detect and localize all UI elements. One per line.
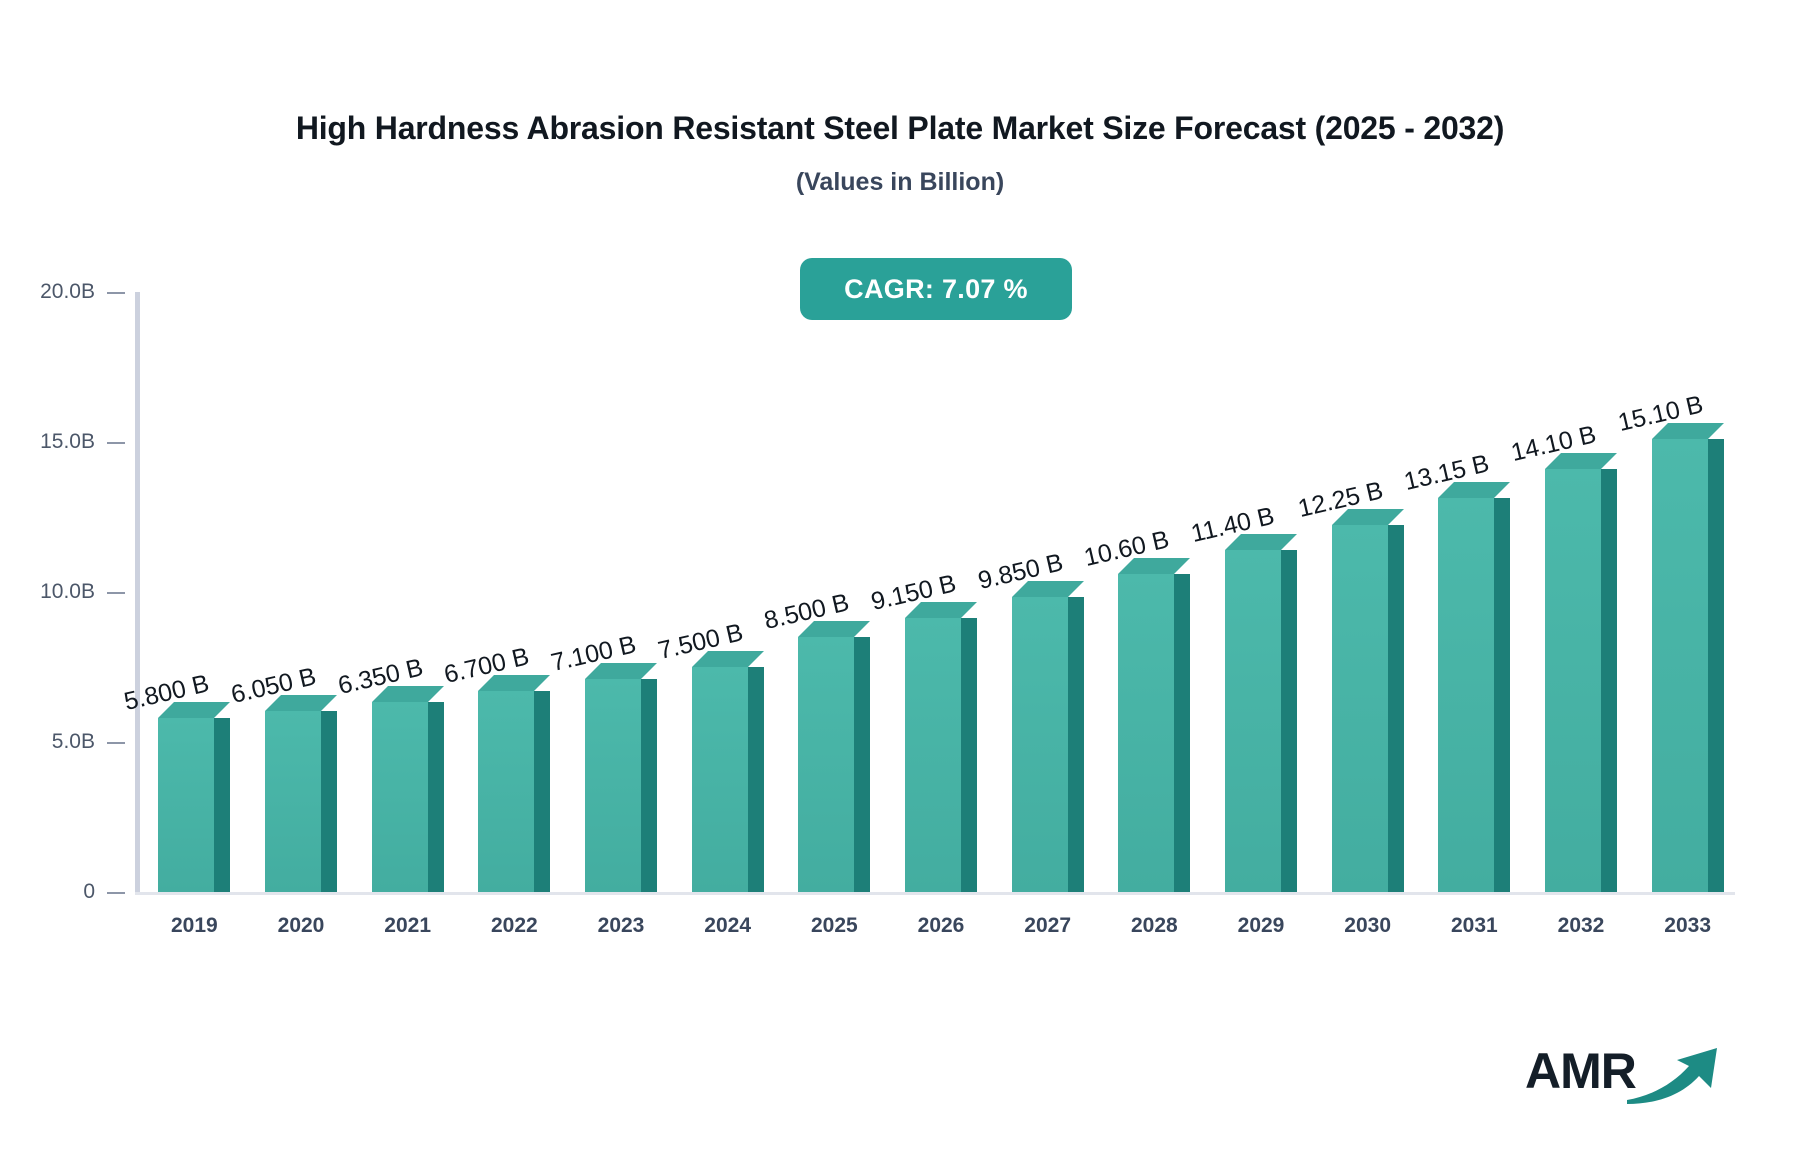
x-axis-line (135, 892, 1735, 895)
bar-top-face (798, 621, 871, 637)
bar-front-face (905, 617, 961, 892)
bar-2028[interactable] (1118, 558, 1191, 892)
bar-side-face (534, 691, 551, 892)
bar-front-face (371, 701, 428, 892)
bar-side-face (427, 701, 444, 892)
bar-top-face (1651, 423, 1724, 439)
cagr-badge-label: CAGR: 7.07 % (844, 273, 1028, 304)
bar-2031[interactable] (1438, 481, 1511, 892)
y-axis-tick (107, 442, 125, 444)
bar-front-face (691, 667, 748, 892)
amr-logo-text: AMR (1525, 1043, 1637, 1099)
bar-front-face (1651, 439, 1708, 892)
bar-2022[interactable] (478, 675, 551, 892)
cagr-badge: CAGR: 7.07 % (800, 258, 1072, 320)
bar-front-face (265, 710, 321, 892)
amr-logo: AMR (1525, 1040, 1725, 1112)
y-axis-tick-label: 5.0B (51, 730, 95, 753)
bar-2030[interactable] (1331, 508, 1404, 892)
y-axis-tick-label: 20.0B (40, 280, 95, 303)
bar-2020[interactable] (265, 694, 337, 892)
y-axis-tick (107, 892, 125, 894)
x-axis-tick-label: 2024 (704, 914, 752, 937)
bar-2033[interactable] (1651, 423, 1724, 892)
bar-top-face (158, 702, 231, 718)
x-axis-tick-label: 2027 (1024, 914, 1072, 937)
x-axis-tick-label: 2021 (384, 914, 432, 937)
growth-arrow-icon (1627, 1048, 1717, 1104)
x-axis-tick-label: 2025 (810, 914, 858, 937)
y-axis-tick-label: 0 (83, 880, 95, 903)
bar-side-face (1601, 469, 1617, 892)
bar-side-face (1387, 524, 1404, 892)
x-axis-tick-label: 2019 (170, 914, 218, 937)
bar-top-face (1331, 508, 1404, 525)
bar-front-face (1118, 574, 1175, 892)
y-axis-tick (107, 292, 125, 294)
bar-top-face (371, 685, 444, 702)
page-title: High Hardness Abrasion Resistant Steel P… (295, 110, 1505, 146)
x-axis-tick-label: 2032 (1557, 914, 1605, 937)
bar-front-face (478, 691, 535, 892)
x-axis-tick-label: 2029 (1237, 914, 1285, 937)
chart-subtitle: (Values in Billion) (795, 168, 1005, 196)
bar-2019[interactable] (158, 702, 231, 892)
bar-top-face (1011, 580, 1084, 597)
bar-top-face (1225, 534, 1297, 550)
bar-2026[interactable] (905, 601, 977, 892)
x-axis-tick-label: 2030 (1344, 914, 1392, 937)
bar-side-face (214, 718, 231, 892)
x-axis-tick-label: 2020 (277, 914, 325, 937)
bar-front-face (1011, 596, 1068, 892)
bar-front-face (585, 679, 641, 892)
y-axis-line (135, 292, 140, 892)
bar-top-face (1545, 453, 1617, 469)
bar-top-face (585, 663, 657, 679)
bar-side-face (747, 667, 764, 892)
bar-top-face (1118, 558, 1191, 574)
bar-front-face (798, 637, 855, 892)
x-axis-tick-label: 2033 (1664, 914, 1712, 937)
bar-front-face (158, 718, 215, 892)
x-axis-tick-label: 2022 (490, 914, 538, 937)
bar-2025[interactable] (798, 621, 871, 892)
bar-2023[interactable] (585, 663, 657, 892)
bar-side-face (1494, 497, 1511, 892)
bar-top-face (265, 694, 337, 711)
bar-side-face (321, 710, 337, 892)
bar-side-face (854, 637, 871, 892)
x-axis-tick-label: 2031 (1450, 914, 1498, 937)
bar-front-face (1331, 524, 1388, 892)
bar-side-face (1707, 439, 1724, 892)
bar-top-face (691, 651, 764, 667)
bar-top-face (905, 601, 977, 618)
x-axis-tick-label: 2028 (1130, 914, 1178, 937)
bar-top-face (1438, 481, 1511, 498)
bar-front-face (1545, 469, 1601, 892)
bar-side-face (961, 617, 977, 892)
bar-side-face (641, 679, 657, 892)
bar-side-face (1281, 550, 1297, 892)
bar-side-face (1067, 596, 1084, 892)
y-axis-tick-label: 15.0B (40, 430, 95, 453)
y-axis-tick (107, 742, 125, 744)
bar-front-face (1438, 497, 1495, 892)
bar-2021[interactable] (371, 685, 444, 892)
x-axis-tick-label: 2023 (597, 914, 645, 937)
x-axis-tick-label: 2026 (917, 914, 965, 937)
bar-2029[interactable] (1225, 534, 1297, 892)
y-axis-tick (107, 592, 125, 594)
plot-area: 0 5.0B 10.0B 15.0B 20.0B 2019 2020 2021 2022 202… (40, 280, 1735, 937)
bar-front-face (1225, 550, 1281, 892)
bar-2024[interactable] (691, 651, 764, 892)
bar-2032[interactable] (1545, 453, 1617, 892)
y-axis-tick-label: 10.0B (40, 580, 95, 603)
bar-2027[interactable] (1011, 580, 1084, 892)
bar-side-face (1174, 574, 1191, 892)
bar-top-face (478, 675, 551, 691)
